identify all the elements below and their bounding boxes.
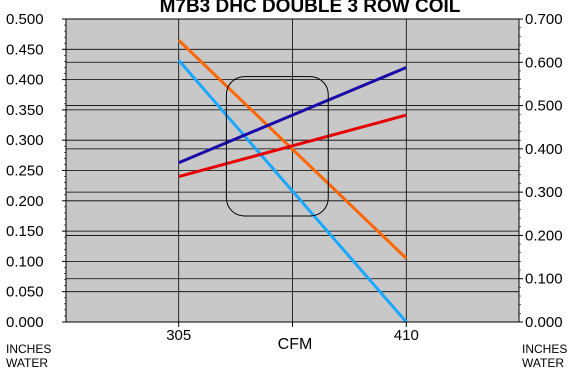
y-tick-label-right: 0.400 [525, 141, 563, 158]
series-line-1 [177, 39, 408, 260]
y-tick-label-right: 0.000 [525, 314, 563, 331]
series-line-2 [177, 59, 408, 323]
y-tick-label-left: 0.050 [6, 284, 44, 301]
chart-title: M7B3 DHC DOUBLE 3 ROW COIL [160, 0, 461, 17]
y-tick-label-left: 0.350 [6, 102, 44, 119]
annotation-box [225, 76, 329, 217]
series-line-3 [178, 66, 407, 165]
x-tick-label: 305 [166, 327, 191, 344]
tick-labels: 0.000 0.050 0.100 0.150 0.200 0.250 0.300 0.350… [6, 11, 563, 344]
y-tick-label-left: 0.500 [6, 11, 44, 28]
y-tick-label-right: 0.200 [525, 227, 563, 244]
x-axis-label: CFM [278, 336, 313, 353]
y-tick-label-left: 0.250 [6, 163, 44, 180]
y-tick-label-left: 0.400 [6, 72, 44, 89]
y-tick-label-right: 0.700 [525, 11, 563, 28]
y-tick-label-left: 0.300 [6, 132, 44, 149]
x-tick-label: 410 [394, 327, 419, 344]
y-tick-label-left: 0.450 [6, 41, 44, 58]
left-unit-label-line2: WATER [6, 356, 48, 370]
left-unit-label-line1: INCHES [6, 342, 51, 356]
series-line-4 [178, 113, 407, 179]
y-tick-label-left: 0.150 [6, 223, 44, 240]
y-tick-label-right: 0.500 [525, 98, 563, 115]
series-group [177, 39, 408, 323]
y-tick-label-left: 0.100 [6, 253, 44, 270]
right-unit-label-line2: WATER [522, 356, 564, 370]
y-tick-label-left: 0.000 [6, 314, 44, 331]
y-tick-label-left: 0.200 [6, 193, 44, 210]
y-tick-label-right: 0.600 [525, 54, 563, 71]
y-tick-label-right: 0.100 [525, 271, 563, 288]
y-tick-label-right: 0.300 [525, 184, 563, 201]
right-unit-label-line1: INCHES [522, 342, 567, 356]
tick-marks [62, 18, 523, 327]
